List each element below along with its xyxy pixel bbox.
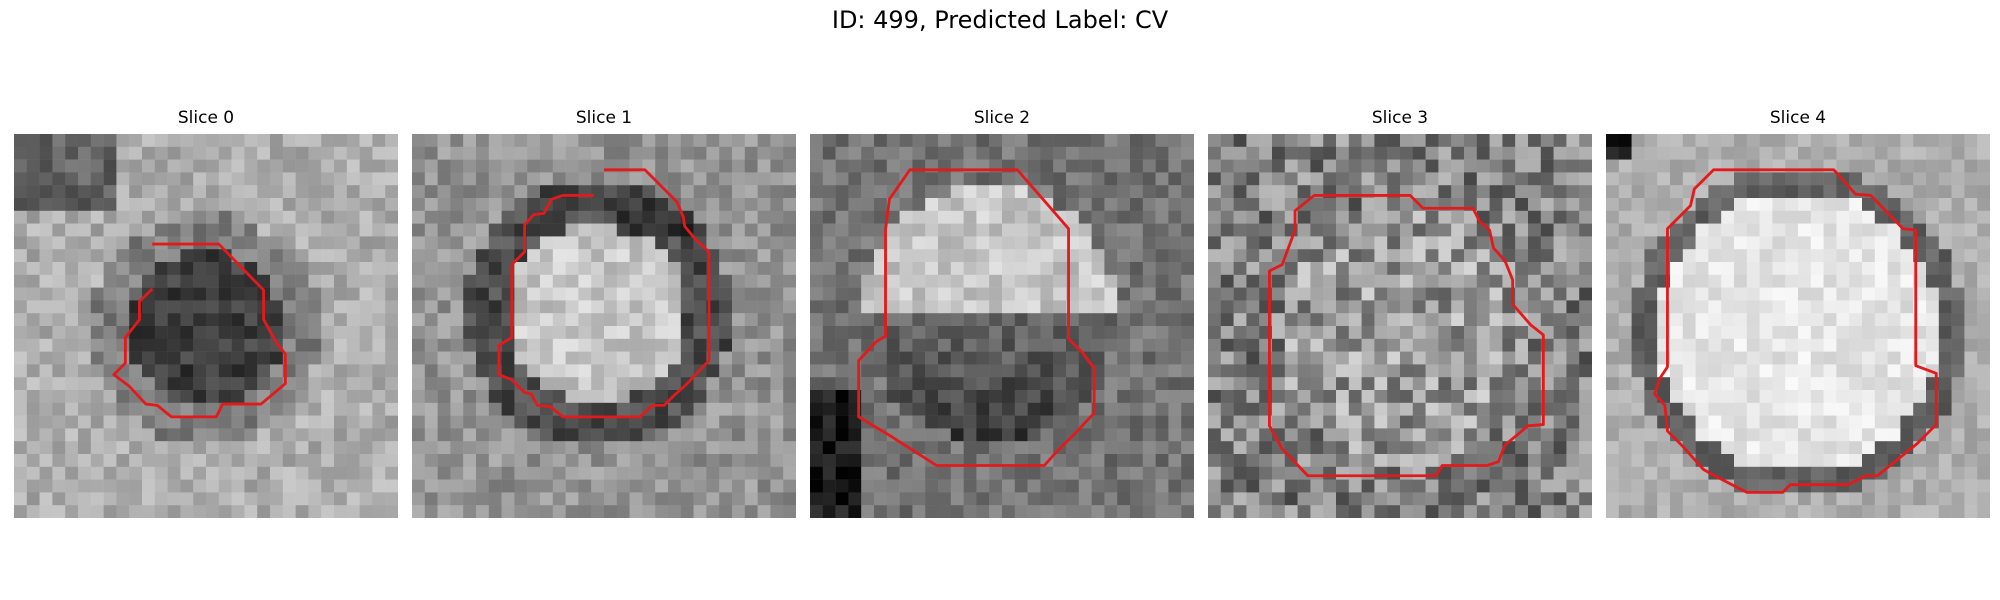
slice-panel-0: Slice 0 [14, 106, 398, 518]
segmentation-contour [1653, 168, 1938, 494]
slice-image [14, 134, 398, 518]
slice-image [1208, 134, 1592, 518]
panel-title: Slice 1 [575, 108, 633, 128]
slice-panel-3: Slice 3 [1208, 106, 1592, 518]
slice-image [412, 134, 796, 518]
figure-title: ID: 499, Predicted Label: CV [831, 6, 1169, 34]
panel-title: Slice 3 [1371, 108, 1429, 128]
segmentation-contour [1268, 194, 1545, 478]
segmentation-contour [112, 242, 287, 419]
segmentation-contour [857, 168, 1096, 467]
panel-title: Slice 4 [1769, 108, 1827, 128]
slice-panel-4: Slice 4 [1606, 106, 1990, 518]
panel-title: Slice 2 [973, 108, 1031, 128]
slice-image [1606, 134, 1990, 518]
segmentation-contour [497, 168, 711, 419]
panel-title: Slice 0 [177, 108, 235, 128]
slice-panel-2: Slice 2 [810, 106, 1194, 518]
slice-image [810, 134, 1194, 518]
slice-panel-1: Slice 1 [412, 106, 796, 518]
